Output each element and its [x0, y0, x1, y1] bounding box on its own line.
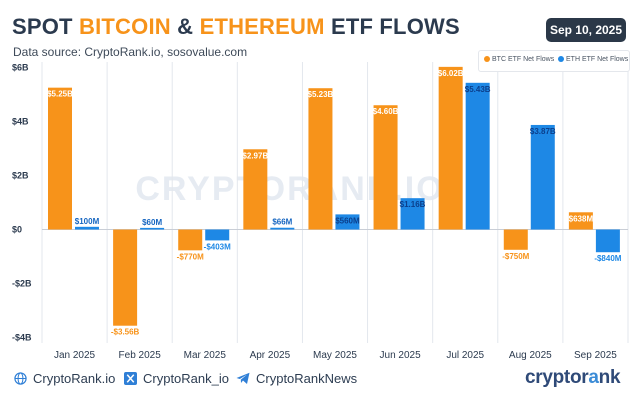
title-part-bitcoin: BITCOIN	[79, 14, 171, 39]
y-tick-label: $2B	[12, 170, 29, 180]
legend-item-btc: BTC ETF Net Flows	[484, 56, 554, 63]
btc-label-5: $4.60B	[373, 107, 399, 116]
chart-title: SPOT BITCOIN & ETHEREUM ETF FLOWS	[12, 14, 460, 40]
btc-label-0: $5.25B	[47, 90, 73, 99]
footer-telegram[interactable]: CryptoRankNews	[236, 371, 357, 386]
eth-label-0: $100M	[75, 217, 100, 226]
btc-bar-6	[438, 66, 463, 230]
eth-label-4: $560M	[335, 216, 360, 225]
brand-part-1: cryptor	[525, 367, 589, 388]
cryptorank-logo: cryptorank	[525, 367, 621, 389]
btc-bar-2	[178, 229, 203, 251]
footer-telegram-label: CryptoRankNews	[256, 371, 358, 386]
legend-label-btc: BTC ETF Net Flows	[492, 56, 555, 63]
y-tick-label: $4B	[12, 116, 29, 126]
x-tick-label: Jan 2025	[54, 350, 96, 361]
footer-x-label: CryptoRank_io	[143, 371, 229, 386]
eth-bar-3	[270, 227, 295, 230]
eth-label-3: $66M	[272, 218, 292, 227]
x-logo-icon	[124, 372, 137, 385]
x-tick-label: Sep 2025	[574, 350, 617, 361]
btc-label-6: $6.02B	[438, 69, 464, 78]
btc-bar-8	[568, 212, 593, 230]
brand-part-2: a	[588, 367, 599, 388]
legend-label-eth: ETH ETF Net Flows	[566, 56, 629, 63]
x-tick-label: Jun 2025	[380, 350, 422, 361]
legend-swatch-eth	[558, 56, 564, 62]
bars	[48, 66, 620, 326]
eth-bar-2	[205, 229, 230, 241]
btc-bar-3	[243, 149, 268, 230]
date-badge: Sep 10, 2025	[546, 18, 626, 42]
btc-label-4: $5.23B	[308, 90, 334, 99]
x-tick-label: Mar 2025	[184, 350, 227, 361]
eth-bar-0	[75, 226, 99, 230]
footer-x-account[interactable]: CryptoRank_io	[124, 371, 229, 386]
telegram-icon	[236, 372, 250, 384]
btc-label-1: -$3.56B	[111, 328, 140, 337]
eth-bar-1	[140, 227, 165, 230]
title-part-ethereum: ETHEREUM	[199, 14, 325, 39]
title-part-spot: SPOT	[12, 14, 80, 39]
brand-part-3: nk	[598, 367, 621, 388]
y-tick-label: $6B	[12, 62, 29, 72]
x-tick-label: Feb 2025	[119, 350, 162, 361]
btc-label-2: -$770M	[177, 252, 204, 261]
btc-label-7: -$750M	[502, 252, 529, 261]
title-part-etf-flows: ETF FLOWS	[324, 14, 460, 39]
footer-website-label: CryptoRank.io	[33, 371, 116, 386]
eth-bar-6	[465, 82, 490, 230]
x-axis: Jan 2025 Feb 2025 Mar 2025 Apr 2025 May 2025…	[54, 350, 617, 361]
x-tick-label: Apr 2025	[250, 350, 291, 361]
eth-label-7: $3.87B	[530, 127, 556, 136]
x-tick-label: May 2025	[313, 350, 357, 361]
x-tick-label: Aug 2025	[509, 350, 552, 361]
eth-bar-5	[400, 198, 425, 230]
watermark-text: CRYPTORANK.IO	[135, 170, 444, 208]
chart-legend: BTC ETF Net Flows ETH ETF Net Flows	[478, 50, 630, 72]
eth-bar-8	[595, 229, 620, 253]
y-axis: -$4B -$2B $0 $2B $4B $6B	[12, 62, 32, 342]
eth-bar-7	[530, 124, 555, 230]
btc-bar-7	[503, 229, 528, 250]
eth-label-8: -$840M	[594, 254, 621, 263]
btc-label-8: $638M	[569, 214, 594, 223]
eth-label-5: $1.16B	[400, 200, 426, 209]
eth-label-2: -$403M	[204, 242, 231, 251]
eth-label-6: $5.43B	[465, 85, 491, 94]
legend-item-eth: ETH ETF Net Flows	[558, 56, 628, 63]
y-tick-label: -$4B	[12, 333, 32, 343]
eth-bar-4	[335, 214, 360, 230]
btc-bar-4	[308, 88, 333, 230]
globe-icon	[14, 372, 27, 385]
eth-label-1: $60M	[142, 218, 162, 227]
btc-bar-5	[373, 105, 398, 230]
legend-swatch-btc	[484, 56, 490, 62]
x-tick-label: Jul 2025	[446, 350, 484, 361]
data-labels: $5.25B -$3.56B -$770M $2.97B $5.23B $4.60B $6.…	[47, 69, 622, 337]
y-tick-label: $0	[12, 225, 22, 235]
btc-label-3: $2.97B	[242, 151, 268, 160]
data-source-subtitle: Data source: CryptoRank.io, sosovalue.co…	[13, 45, 248, 59]
btc-bar-1	[113, 229, 138, 326]
title-part-amp: &	[170, 14, 200, 39]
footer-website[interactable]: CryptoRank.io	[14, 371, 115, 386]
grid-layer	[41, 62, 629, 343]
y-tick-label: -$2B	[12, 279, 32, 289]
btc-bar-0	[48, 87, 72, 230]
